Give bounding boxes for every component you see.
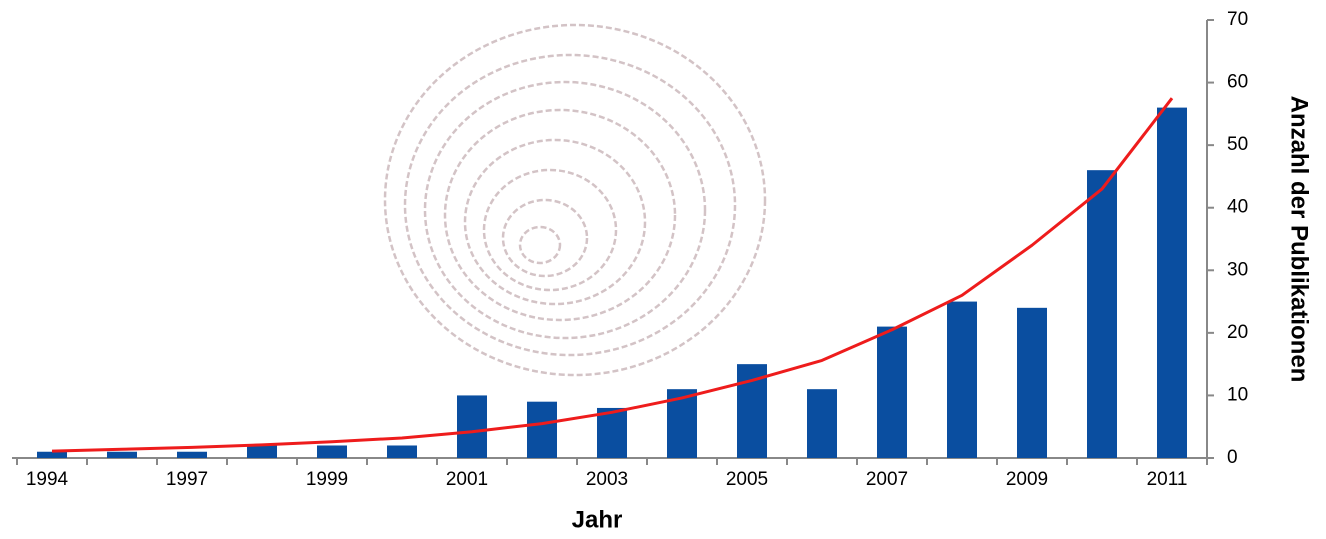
fingerprint-decoration [383, 23, 767, 377]
x-tick-label: 1999 [306, 469, 348, 490]
y-tick-label: 70 [1227, 9, 1248, 30]
bar [527, 401, 557, 458]
y-tick-label: 40 [1227, 197, 1248, 218]
bar [1157, 107, 1187, 458]
trend-line [51, 97, 1174, 453]
bar [947, 301, 977, 458]
x-tick-label: 2009 [1006, 469, 1048, 490]
bar [597, 407, 627, 458]
x-tick-label: 2011 [1147, 469, 1188, 490]
x-tick-label: 1997 [166, 469, 208, 490]
y-tick-label: 50 [1227, 134, 1248, 155]
y-tick-label: 20 [1227, 322, 1248, 343]
bar [457, 395, 487, 458]
x-tick-label: 1994 [26, 469, 69, 490]
y-tick-label: 60 [1227, 72, 1248, 93]
x-tick-label: 2003 [586, 469, 628, 490]
bar [877, 326, 907, 458]
y-tick-label: 10 [1227, 384, 1248, 405]
bar [1087, 170, 1117, 458]
bar [317, 445, 347, 458]
x-tick-label: 2001 [446, 469, 488, 490]
bar [37, 451, 67, 458]
bar [247, 445, 277, 458]
x-tick-label: 2005 [726, 469, 768, 490]
bar [107, 451, 137, 458]
y-axis-title: Anzahl der Publikationen [1286, 96, 1313, 383]
bar [1017, 307, 1047, 458]
x-tick-label: 2007 [866, 469, 908, 490]
y-tick-label: 30 [1227, 259, 1248, 280]
y-tick-label: 0 [1227, 447, 1238, 468]
bar [387, 445, 417, 458]
bar [177, 451, 207, 458]
x-axis-title: Jahr [572, 506, 623, 533]
bar [807, 389, 837, 458]
